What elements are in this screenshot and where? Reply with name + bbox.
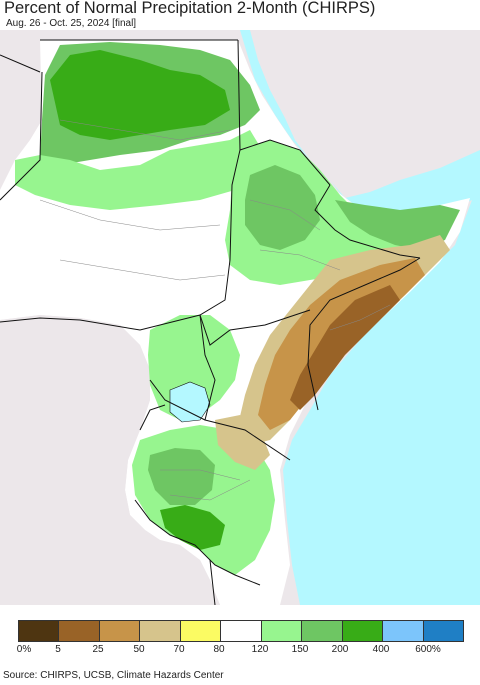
- legend-swatch: [59, 621, 100, 641]
- legend-tick-label: 5: [55, 644, 61, 655]
- legend-swatch: [423, 621, 463, 641]
- very-wet-tanzania: [148, 448, 215, 505]
- legend-swatch: [140, 621, 181, 641]
- legend-tick-label: 70: [173, 644, 185, 655]
- legend-ticks: 0% 5 25 50 70 80 120 150 200 400 600%: [0, 644, 480, 658]
- very-wet-ethiopia: [245, 165, 320, 250]
- wet-area-somaliland: [335, 200, 460, 250]
- legend-tick-label: 150: [291, 644, 309, 655]
- legend-tick-label: 0%: [16, 644, 32, 655]
- legend-tick-label: 600%: [415, 644, 441, 655]
- very-wet-area-north: [50, 50, 230, 140]
- legend-tick-label: 200: [331, 644, 349, 655]
- source-credit: Source: CHIRPS, UCSB, Climate Hazards Ce…: [3, 670, 224, 681]
- driest-area-east: [290, 285, 400, 410]
- map-title: Percent of Normal Precipitation 2-Month …: [4, 0, 376, 17]
- legend-swatch: [302, 621, 343, 641]
- lake-victoria: [169, 381, 211, 423]
- legend-tick-label: 400: [372, 644, 390, 655]
- precipitation-map: [0, 30, 480, 605]
- arabia: [250, 30, 480, 198]
- legend-swatch: [99, 621, 141, 641]
- legend-swatch: [342, 621, 384, 641]
- legend-swatch: [180, 621, 222, 641]
- legend-tick-label: 25: [92, 644, 104, 655]
- legend-tick-label: 120: [251, 644, 269, 655]
- moderate-wet-north: [15, 130, 262, 210]
- country-borders: [0, 39, 421, 605]
- legend-tick-label: 80: [213, 644, 225, 655]
- dry-area-tanzania: [215, 415, 270, 470]
- legend-swatch: [221, 621, 262, 641]
- legend-swatch: [383, 621, 424, 641]
- south-outside: [0, 315, 220, 605]
- very-wet-tanzania-south: [160, 505, 225, 550]
- map-subtitle: Aug. 26 - Oct. 25, 2024 [final]: [6, 18, 137, 29]
- color-legend: [18, 620, 464, 642]
- legend-swatch: [19, 621, 60, 641]
- legend-swatch: [261, 621, 303, 641]
- legend-tick-label: 50: [133, 644, 145, 655]
- admin-boundaries: [39, 119, 391, 501]
